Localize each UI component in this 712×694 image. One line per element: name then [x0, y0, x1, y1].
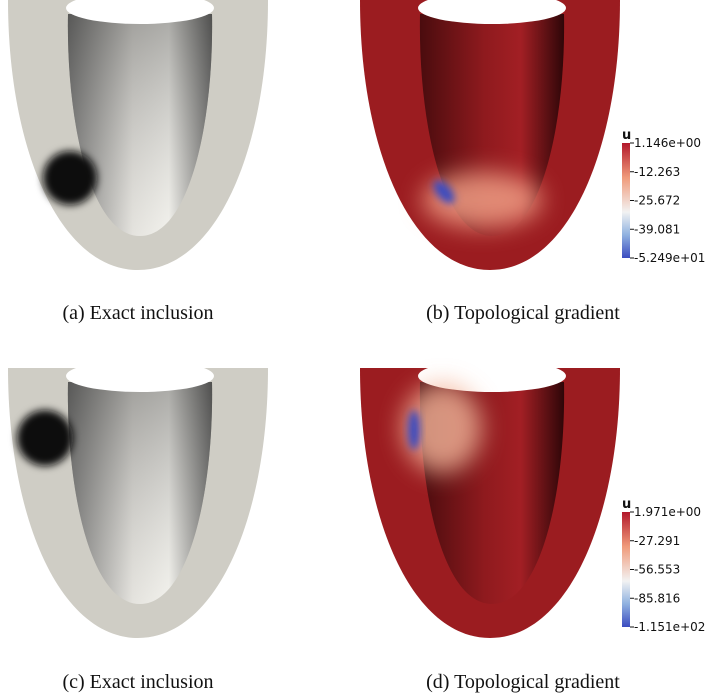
- colorbar-tick-label: -27.291: [634, 534, 680, 548]
- colorbar-ticks: 1.146e+00 -12.263 -25.672 -39.081 -5.249e+01…: [630, 136, 705, 634]
- caption: (b) Topological gradient: [426, 302, 620, 324]
- caption: (a) Exact inclusion: [62, 302, 213, 324]
- panel-b: [360, 0, 620, 270]
- panel-d: [360, 360, 620, 638]
- caption: (d) Topological gradient: [426, 671, 620, 693]
- colorbar-tick-label: 1.146e+00: [634, 136, 701, 150]
- colorbar-tick-label: -85.816: [634, 591, 680, 605]
- colorbar-tick-label: -1.151e+02: [634, 620, 705, 634]
- colorbar-tick-label: 1.971e+00: [634, 505, 701, 519]
- figure: u u 1.146e+00 -12.263 -25.672 -39.081 -5.249…: [0, 0, 712, 694]
- colorbar-tick-label: -12.263: [634, 165, 680, 179]
- colorbar-title: u: [622, 128, 631, 143]
- panel-c: [8, 360, 268, 638]
- colorbar-tick-label: -25.672: [634, 194, 680, 208]
- colorbar-title: u: [622, 497, 631, 512]
- colorbar-tick-label: -5.249e+01: [634, 251, 705, 265]
- panel-a: [8, 0, 268, 270]
- colorbar-b: u: [622, 128, 631, 258]
- colorbar-tick-label: -56.553: [634, 563, 680, 577]
- colorbar-tick-label: -39.081: [634, 222, 680, 236]
- caption: (c) Exact inclusion: [62, 671, 213, 693]
- colorbar-d: u: [622, 497, 631, 627]
